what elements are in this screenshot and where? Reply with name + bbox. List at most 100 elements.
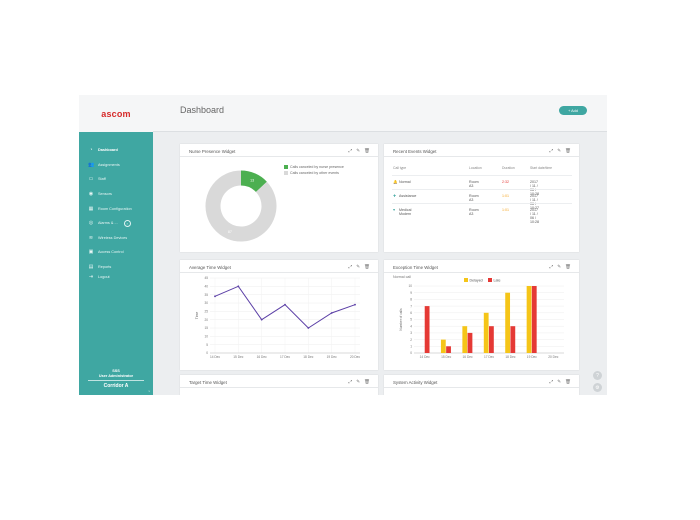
page-title: Dashboard <box>180 105 225 115</box>
sidebar-item-label: Wireless Devices <box>98 235 128 240</box>
x-tick-label: 17 Dec <box>484 355 495 359</box>
event-location: Room A3 <box>469 194 479 202</box>
staff-icon: ▭ <box>88 176 94 183</box>
trash-icon[interactable]: 🗑 <box>565 148 571 153</box>
event-duration: 1:01 <box>502 208 509 212</box>
sidebar-item-logout[interactable]: ⇥ Logout <box>79 270 153 285</box>
legend-item: Calls canceled by other events <box>284 171 339 175</box>
trash-icon[interactable]: 🗑 <box>364 379 370 384</box>
event-type: Assistance <box>399 194 417 198</box>
medical-icon: ♥ <box>393 208 396 212</box>
x-tick-label: 18 Dec <box>303 355 314 359</box>
add-widget-button[interactable]: + Add <box>559 106 587 115</box>
sidebar-item-dashboard[interactable]: ◔ Dashboard <box>79 143 153 158</box>
bar-late[interactable] <box>424 306 430 353</box>
edit-icon[interactable]: ✎ <box>356 264 361 269</box>
data-point[interactable] <box>284 303 286 306</box>
user-role: User Administrator <box>98 374 134 379</box>
average-time-widget: Average Time Widget ⤢ ✎ 🗑 0 5 10 15 20 25 30 35 40… <box>180 260 378 370</box>
bar-delayed[interactable] <box>440 339 446 353</box>
bar-late[interactable] <box>489 326 494 353</box>
legend-swatch <box>284 165 288 169</box>
bar-late[interactable] <box>531 286 537 353</box>
y-tick-label: 3 <box>410 331 412 335</box>
trash-icon[interactable]: 🗑 <box>364 264 370 269</box>
data-point[interactable] <box>307 327 310 329</box>
data-point[interactable] <box>214 295 216 298</box>
y-tick-label: 7 <box>410 304 412 308</box>
sidebar-item-sensors[interactable]: ◉ Sensors <box>79 187 153 202</box>
edit-icon[interactable]: ✎ <box>557 379 562 384</box>
x-tick-label: 16 Dec <box>257 355 268 359</box>
donut-slice[interactable] <box>240 170 267 193</box>
edit-icon[interactable]: ✎ <box>356 379 361 384</box>
expand-icon[interactable]: ⤢ <box>549 264 554 269</box>
bar-late[interactable] <box>446 346 451 353</box>
logo-area: ascom <box>79 95 153 132</box>
trash-icon[interactable]: 🗑 <box>364 148 370 153</box>
column-header: Duration <box>502 166 515 170</box>
bar-late[interactable] <box>467 332 473 353</box>
edit-icon[interactable]: ✎ <box>557 148 562 153</box>
chevron-right-icon[interactable]: › <box>123 219 131 227</box>
y-tick-label: 40 <box>204 285 208 289</box>
y-tick-label: 1 <box>410 345 412 349</box>
user-divider <box>88 380 144 381</box>
sidebar-item-alarms[interactable]: ◎ Alarms & ... › <box>79 216 153 231</box>
data-point[interactable] <box>330 312 333 314</box>
expand-icon[interactable]: ⤢ <box>549 148 554 153</box>
data-point[interactable] <box>354 303 356 306</box>
ascom-logo: ascom <box>101 108 131 119</box>
sidebar-item-assignments[interactable]: 👥 Assignments <box>79 158 153 173</box>
target-time-widget: Target Time Widget ⤢ ✎ 🗑 <box>180 375 378 395</box>
average-time-chart: 0 5 10 15 20 25 30 35 40 45 14 Dec 15 Dec 16 Dec 17 D… <box>195 276 360 359</box>
bar-delayed[interactable] <box>505 292 511 353</box>
alarm-icon: ◎ <box>88 220 94 227</box>
widget-tools: ⤢ ✎ 🗑 <box>349 379 370 385</box>
event-duration: 1:01 <box>502 194 509 198</box>
y-tick-label: 2 <box>410 338 412 342</box>
user-location[interactable]: Corridor A <box>103 383 129 389</box>
bar-late[interactable] <box>510 326 516 353</box>
sidebar-item-staff[interactable]: ▭ Staff <box>79 172 153 187</box>
exception-subtitle: Normal call <box>393 275 411 279</box>
trash-icon[interactable]: 🗑 <box>565 379 571 384</box>
data-point[interactable] <box>237 285 240 288</box>
y-tick-label: 5 <box>410 318 412 322</box>
assignment-icon: 👥 <box>88 161 95 168</box>
widget-tools: ⤢ ✎ 🗑 <box>349 148 370 154</box>
x-tick-label: 14 Dec <box>420 355 431 359</box>
bar-delayed[interactable] <box>462 326 468 353</box>
sidebar-item-wireless-devices[interactable]: ≋ Wireless Devices <box>79 231 153 246</box>
sidebar-item-room-configuration[interactable]: ▦ Room Configuration <box>79 201 153 216</box>
y-tick-label: 10 <box>408 284 412 288</box>
expand-icon[interactable]: ⤢ <box>348 264 353 269</box>
expand-icon[interactable]: ⤢ <box>348 379 353 384</box>
expand-icon[interactable]: ⤢ <box>549 379 554 384</box>
donut-slice[interactable] <box>205 170 277 242</box>
sidebar-item-reports[interactable]: ▤ Reports <box>79 260 153 275</box>
x-tick-label: 20 Dec <box>548 355 559 359</box>
header: Dashboard + Add <box>153 95 607 132</box>
sidebar-nav: ◔ Dashboard 👥 Assignments ▭ Staff ◉ Sensors ▦ Roo… <box>79 143 153 274</box>
x-tick-label: 19 Dec <box>527 355 538 359</box>
bell-icon: 🔔 <box>393 180 398 184</box>
settings-button[interactable]: ⚙ <box>593 383 602 392</box>
expand-icon[interactable]: ⤢ <box>348 148 353 153</box>
help-button[interactable]: ? <box>593 371 602 380</box>
edit-icon[interactable]: ✎ <box>557 264 562 269</box>
bar-delayed[interactable] <box>483 312 489 353</box>
sidebar-item-label: Alarms & ... <box>98 221 118 226</box>
x-tick-label: 17 Dec <box>280 355 291 359</box>
widget-title: Target Time Widget <box>189 380 227 385</box>
trash-icon[interactable]: 🗑 <box>565 264 571 269</box>
event-type: Medical Modern <box>399 208 412 216</box>
legend-swatch <box>464 278 468 282</box>
data-point[interactable] <box>260 318 263 321</box>
nurse-presence-donut: 13 87 <box>205 170 277 242</box>
edit-icon[interactable]: ✎ <box>356 148 361 153</box>
event-start: 2017 / 11 / 06 / 10:28 <box>530 180 539 196</box>
bar-delayed[interactable] <box>526 286 532 353</box>
y-axis-label: Number of calls <box>399 308 403 331</box>
sidebar-item-access-control[interactable]: ▣ Access Control <box>79 245 153 260</box>
